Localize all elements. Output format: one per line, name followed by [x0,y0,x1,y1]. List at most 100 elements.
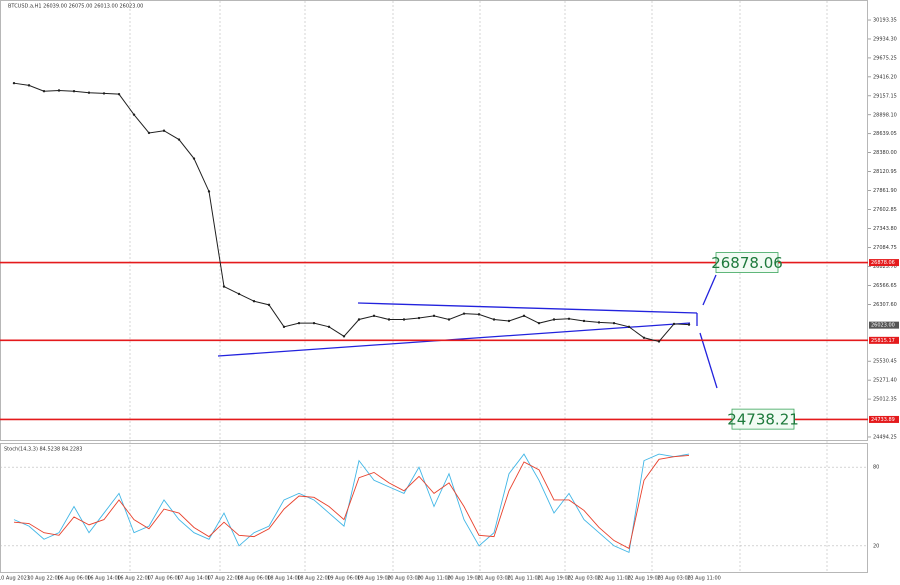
price-point [552,318,556,321]
y-tick-label: 26566.65 [873,283,897,289]
price-point [357,318,361,321]
level-label: 26878.06 [871,260,895,266]
price-point [657,340,661,343]
y-tick-label: 28898.10 [873,112,897,118]
x-tick-label: 22 Aug 19:00 [627,576,661,582]
stoch-line [13,453,690,553]
support-trend-line [217,322,691,357]
y-tick-label: 27861.90 [873,188,897,194]
price-point [252,300,256,303]
price-point [402,318,406,321]
resistance-trend-line [357,302,698,314]
annotation: 26878.06 [711,254,783,272]
vertical-grid [129,1,828,572]
y-tick-label: 27084.75 [873,245,897,251]
y-tick-label: 27602.85 [873,207,897,213]
x-tick-label: 10 Aug 2023 [0,576,30,582]
level-label: 24733.89 [871,417,895,423]
level-tag [869,415,899,423]
price-point [537,321,541,325]
price-point [492,318,496,321]
price-point [522,314,526,318]
x-tick-label: 20 Aug 11:00 [417,576,451,582]
price-point [567,317,571,320]
price-point [642,336,646,339]
x-tick-label: 17 Aug 14:00 [177,576,211,582]
price-point [612,321,616,325]
y-tick-label: 28380.00 [873,150,897,156]
price-point [432,314,436,318]
price-point [627,325,631,329]
x-tick-label: 16 Aug 14:00 [87,576,121,582]
x-tick-label: 18 Aug 14:00 [267,576,301,582]
price-point [192,157,196,160]
price-point [597,321,601,324]
projection-up [702,274,717,306]
y-tick-label: 25271.40 [873,378,897,384]
price-point [417,316,421,320]
price-point [42,90,46,93]
y-tick-label: 80 [873,465,879,471]
price-point [342,335,346,338]
x-tick-label: 21 Aug 19:00 [537,576,571,582]
x-tick-label: 18 Aug 22:00 [297,576,331,582]
price-point [87,91,91,94]
price-point [297,321,301,325]
level-label: 25815.17 [871,338,895,344]
x-tick-label: 16 Aug 06:00 [57,576,91,582]
x-tick-label: 18 Aug 06:00 [237,576,271,582]
annotation: 24738.21 [727,411,799,429]
price-point [312,321,316,325]
indicator-title: Stoch(14,3,3) 84.5238 84.2283 [4,447,82,453]
stoch-frame [0,443,868,573]
annotation-box [731,408,795,430]
price-frame [0,0,868,441]
last-price-label: 26023.00 [871,323,895,329]
price-point [27,84,31,87]
trend-lines [217,274,718,389]
y-tick-label: 29675.25 [873,55,897,61]
price-point [507,319,511,323]
y-tick-label: 29934.30 [873,36,897,42]
y-tick-label: 30193.35 [873,18,897,24]
y-tick-label: 26825.70 [873,264,897,270]
y-tick-label: 28639.05 [873,131,897,137]
projection-down [699,332,718,389]
x-tick-label: 19 Aug 19:00 [357,576,391,582]
x-tick-label: 22 Aug 11:00 [597,576,631,582]
price-point [447,318,451,321]
price-point [477,313,481,316]
price-point [267,303,271,307]
x-tick-label: 19 Aug 06:00 [327,576,361,582]
price-point [282,325,286,329]
last-price-tag [869,321,899,329]
price-point [237,292,241,296]
y-tick-label: 25530.45 [873,359,897,365]
price-point [387,318,391,321]
x-tick-label: 21 Aug 03:00 [477,576,511,582]
price-point [582,319,586,323]
x-tick-label: 17 Aug 06:00 [147,576,181,582]
x-tick-label: 21 Aug 11:00 [507,576,541,582]
price-point [222,285,226,288]
price-point [327,325,331,329]
x-tick-label: 10 Aug 22:00 [27,576,61,582]
x-tick-label: 20 Aug 03:00 [387,576,421,582]
x-tick-label: 23 Aug 03:00 [657,576,691,582]
price-point [72,90,76,93]
y-tick-label: 28120.95 [873,169,897,175]
price-line [13,82,690,343]
price-point [672,322,676,326]
y-tick-label: 29157.15 [873,93,897,99]
price-point [462,312,466,315]
y-tick-label: 27343.80 [873,226,897,232]
price-point [162,129,166,132]
x-tick-label: 17 Aug 22:00 [207,576,241,582]
level-tag [869,336,899,344]
stoch-line [13,454,690,550]
price-point [102,92,106,95]
price-point [177,138,181,141]
price-point [372,314,376,318]
